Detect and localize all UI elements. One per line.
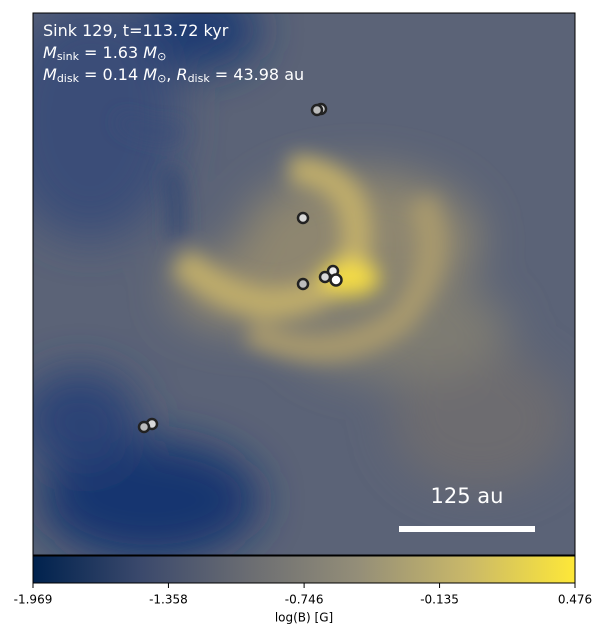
annotation-part: M	[143, 43, 157, 62]
colorbar-tick-label: -0.135	[420, 593, 459, 607]
annotation-part: = 43.98 au	[210, 65, 304, 84]
colorbar-tick-label: -0.746	[285, 593, 324, 607]
colorbar	[32, 555, 576, 584]
annotation-part: ⊙	[157, 50, 166, 63]
annotation-part: M	[43, 43, 57, 62]
annotation-part: ⊙	[157, 72, 166, 85]
image-frame	[32, 12, 576, 556]
field-image	[33, 13, 575, 555]
annotation-part: = 0.14	[79, 65, 143, 84]
annotation-part: M	[43, 65, 57, 84]
annotation-part: = 1.63	[79, 43, 143, 62]
annotation-part: R	[176, 65, 187, 84]
colorbar-tick-label: -1.969	[14, 593, 53, 607]
scale-bar-label: 125 au	[431, 484, 504, 508]
annotation-part: sink	[57, 50, 80, 63]
annotation-part: disk	[57, 72, 80, 85]
annotation: Msink = 1.63 M⊙	[43, 43, 166, 64]
colorbar-tick-label: 0.476	[558, 593, 592, 607]
annotation: Sink 129, t=113.72 kyr	[43, 21, 229, 40]
colorbar-label: log(B) [G]	[275, 611, 333, 625]
annotation-part: disk	[188, 72, 211, 85]
annotation-part: Sink 129, t=113.72 kyr	[43, 21, 229, 40]
scale-bar	[399, 526, 535, 532]
colorbar-tick-label: -1.358	[149, 593, 188, 607]
annotation: Mdisk = 0.14 M⊙, Rdisk = 43.98 au	[43, 65, 304, 86]
annotation-part: ,	[166, 65, 176, 84]
annotation-part: M	[143, 65, 157, 84]
